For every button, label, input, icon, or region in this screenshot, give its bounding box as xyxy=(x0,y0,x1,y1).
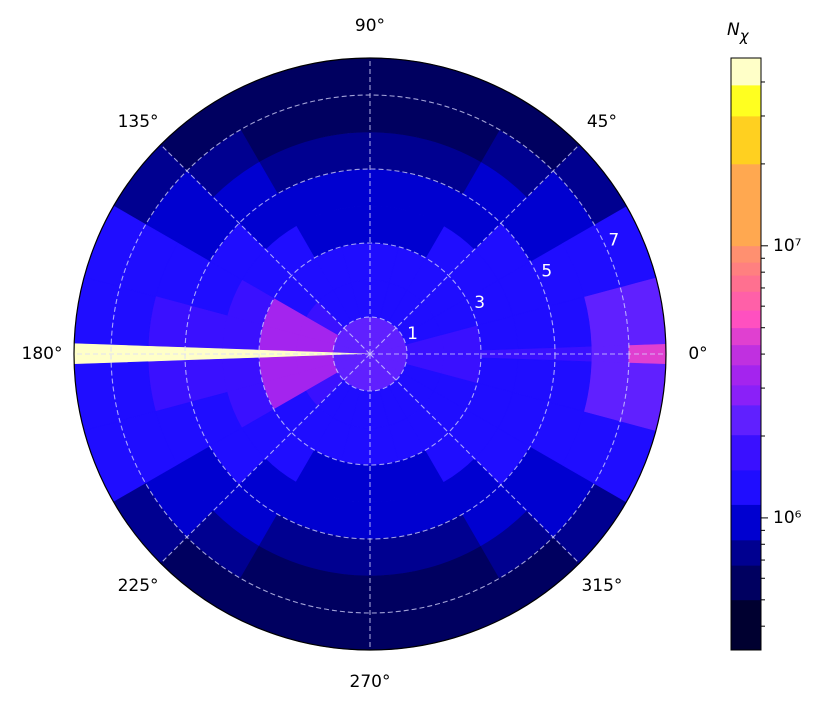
angular-tick-label: 180° xyxy=(22,344,63,364)
colorbar-band xyxy=(731,262,761,276)
contour-field xyxy=(73,57,667,651)
colorbar-band xyxy=(731,404,761,436)
radial-tick-label: 1 xyxy=(407,324,418,344)
colorbar-label: Nχ xyxy=(727,20,750,45)
angular-tick-label: 225° xyxy=(118,576,159,596)
angular-tick-label: 270° xyxy=(350,672,391,692)
colorbar-band xyxy=(731,245,761,263)
colorbar-tick-label: 10⁷ xyxy=(773,236,802,256)
angular-grid-line xyxy=(369,144,580,355)
colorbar-band xyxy=(731,599,761,651)
angular-tick-label: 90° xyxy=(355,16,385,36)
colorbar-band xyxy=(731,275,761,292)
colorbar: 10⁶ 10⁷ xyxy=(730,57,802,651)
colorbar-tick-label: 10⁶ xyxy=(773,508,802,528)
colorbar-band xyxy=(731,327,761,346)
colorbar-label-sub: χ xyxy=(739,27,750,45)
colorbar-band xyxy=(731,84,761,117)
angular-grid-line xyxy=(160,144,371,355)
colorbar-band xyxy=(731,539,761,566)
polar-grid xyxy=(74,58,666,650)
contour-cell xyxy=(312,131,371,176)
angular-grid-line xyxy=(160,353,371,564)
colorbar-band xyxy=(731,163,761,247)
polar-frame xyxy=(73,57,667,651)
contour-cell xyxy=(548,360,593,412)
colorbar-band xyxy=(731,58,761,86)
colorbar-band xyxy=(731,291,761,311)
angular-tick-label: 315° xyxy=(581,576,622,596)
colorbar-band xyxy=(731,504,761,541)
radial-tick-label: 7 xyxy=(608,230,619,250)
polar-labels: 1 3 5 7 0° 45° 90° 135° 180° 225° 270° 315° xyxy=(22,16,708,692)
colorbar-band xyxy=(731,115,761,165)
colorbar-band xyxy=(731,434,761,471)
angular-tick-label: 0° xyxy=(688,344,707,364)
radial-tick-label: 5 xyxy=(541,262,552,282)
colorbar-band xyxy=(731,310,761,329)
colorbar-band xyxy=(731,384,761,406)
colorbar-band xyxy=(731,364,761,386)
colorbar-band xyxy=(731,565,761,601)
colorbar-label-main: N xyxy=(727,20,740,40)
angular-tick-label: 135° xyxy=(118,112,159,132)
radial-tick-label: 3 xyxy=(474,293,485,313)
colorbar-band xyxy=(731,469,761,505)
angular-tick-label: 45° xyxy=(587,112,617,132)
angular-grid-line xyxy=(369,353,580,564)
radial-grid-circle xyxy=(258,242,482,466)
colorbar-band xyxy=(731,344,761,366)
contour-cell xyxy=(147,296,192,348)
